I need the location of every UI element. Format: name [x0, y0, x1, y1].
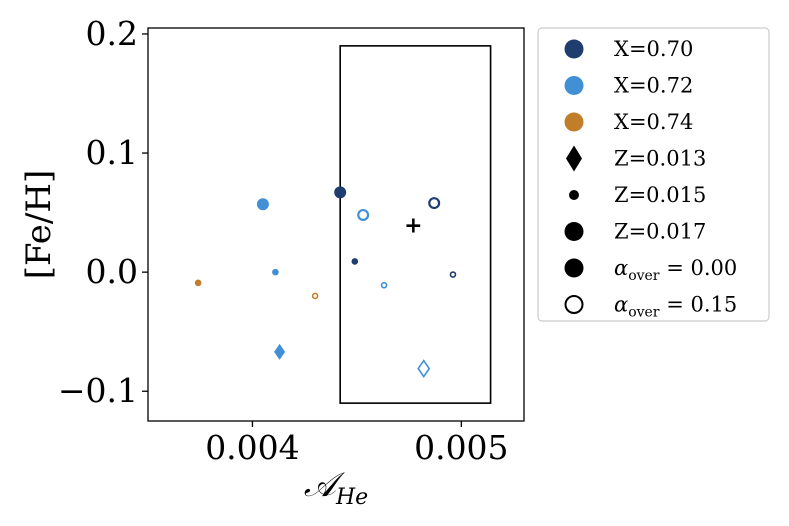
- data-point-1: [272, 268, 279, 276]
- legend: X=0.70 X=0.72 X=0.74 Z=0.013 Z=0.015 Z=0.017 α…: [537, 27, 770, 322]
- legend-label-value: = 0.00: [660, 256, 738, 280]
- legend-label-subscript: over: [628, 268, 660, 284]
- data-point-8: [380, 281, 388, 289]
- x-axis-title-subscript: He: [335, 485, 368, 510]
- data-point-0: [256, 198, 269, 211]
- legend-marker-1: [564, 76, 584, 95]
- legend-label-6: αover = 0.00: [614, 256, 737, 284]
- legend-marker-5: [564, 222, 584, 241]
- selection-box: [339, 45, 492, 404]
- legend-label-1: X=0.72: [614, 74, 693, 98]
- legend-label-7: αover = 0.15: [614, 293, 737, 321]
- legend-label-5: Z=0.017: [614, 220, 706, 244]
- legend-label-symbol: α: [614, 293, 628, 317]
- y-tick-label-1: 0.1: [86, 133, 138, 172]
- legend-label-subscript: over: [628, 305, 660, 321]
- x-tick-label-0: 0.004: [205, 428, 299, 467]
- x-tick-label-1: 0.005: [414, 428, 508, 467]
- y-tick-label-3: −0.1: [58, 371, 138, 410]
- reference-cross-marker: +: [404, 214, 422, 239]
- legend-label-value: = 0.15: [660, 293, 738, 317]
- legend-marker-7: [564, 295, 584, 314]
- y-tick-label-0: 0.2: [86, 14, 138, 53]
- legend-marker-6: [564, 258, 584, 278]
- legend-marker-0: [564, 39, 584, 59]
- legend-label-3: Z=0.013: [614, 147, 706, 171]
- data-point-6: [351, 258, 359, 265]
- legend-label-2: X=0.74: [614, 110, 693, 134]
- y-tick-label-2: 0.0: [86, 252, 138, 291]
- legend-frame: [537, 27, 770, 322]
- x-axis-title: 𝒜He: [304, 465, 368, 510]
- data-point-3: [194, 279, 202, 287]
- y-axis-title: [Fe/H]: [19, 170, 59, 280]
- data-point-4: [311, 292, 319, 300]
- data-point-5: [334, 186, 347, 199]
- plot-frame: [147, 27, 525, 422]
- legend-label-0: X=0.70: [614, 37, 693, 61]
- legend-marker-4: [569, 190, 579, 200]
- data-point-7: [357, 208, 370, 221]
- legend-marker-2: [564, 112, 584, 132]
- legend-label-symbol: α: [614, 256, 628, 280]
- legend-label-4: Z=0.015: [614, 183, 706, 207]
- data-layer: +: [194, 45, 492, 404]
- legend-marker-3: [566, 145, 582, 172]
- data-point-11: [449, 271, 457, 278]
- data-point-10: [417, 359, 431, 379]
- ticks-layer: 0.004 0.005 0.2 0.1 0.0 −0.1: [58, 14, 509, 467]
- data-point-9: [428, 197, 441, 210]
- data-point-2: [274, 343, 286, 360]
